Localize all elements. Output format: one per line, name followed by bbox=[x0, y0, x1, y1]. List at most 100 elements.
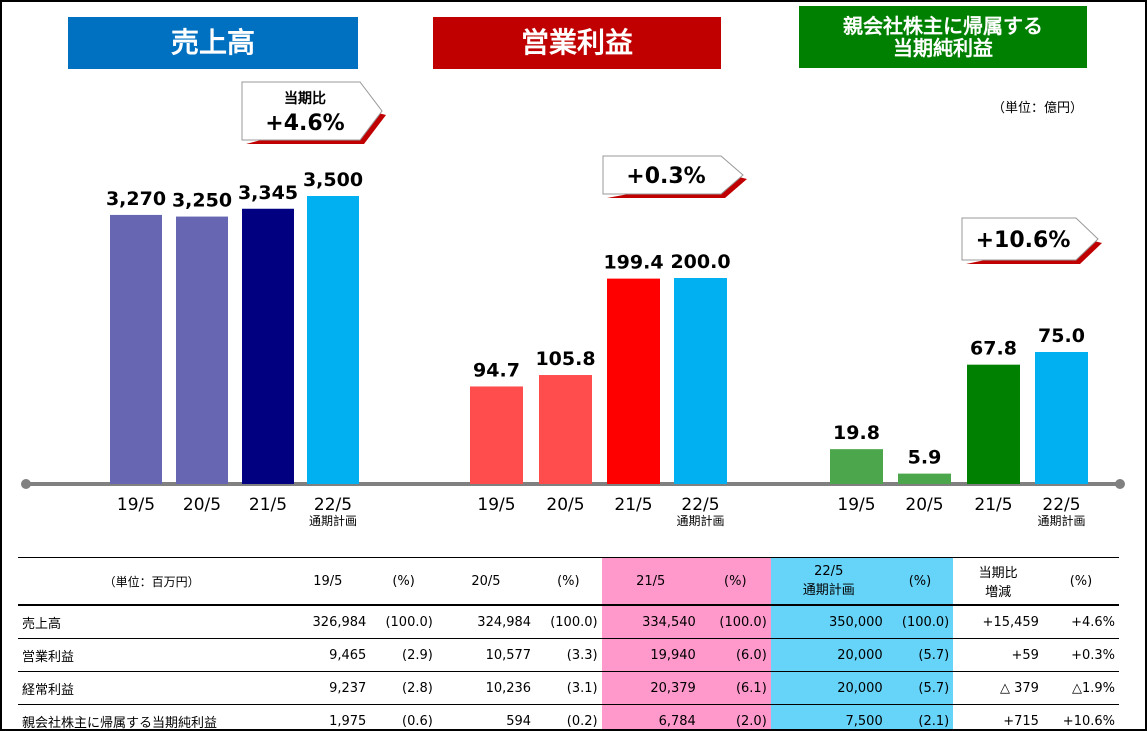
table-cell: +15,459 bbox=[953, 605, 1043, 639]
bar-0-3 bbox=[307, 196, 359, 484]
table-cell: 7,500 bbox=[770, 704, 887, 729]
table-cell: (3.1) bbox=[535, 671, 602, 705]
table-cell: (3.3) bbox=[535, 638, 602, 672]
table-cell: (100.0) bbox=[535, 605, 602, 639]
table-cell: 324,984 bbox=[436, 605, 536, 639]
row-label: 親会社株主に帰属する当期純利益 bbox=[22, 715, 218, 731]
unit-label: （単位：億円） bbox=[992, 101, 1084, 116]
table-cell: (100.0) bbox=[886, 605, 954, 639]
header-net-income-label: 親会社株主に帰属する 当期純利益 bbox=[843, 14, 1043, 60]
table-cell: (0.6) bbox=[402, 713, 433, 729]
table-cell: 9,465 bbox=[285, 638, 371, 672]
table-cell: (5.7) bbox=[886, 671, 954, 705]
bar-2-2 bbox=[967, 364, 1020, 484]
table-header-row: （単位：百万円） 19/5 (%) 20/5 (%) 21/5 (%) 22/5 通期計画 (%… bbox=[18, 557, 1119, 606]
category-label-2-2: 21/5 bbox=[974, 495, 1012, 515]
value-label-2-2: 67.8 bbox=[970, 338, 1017, 360]
table-cell: 6,784 bbox=[601, 704, 700, 729]
table-row: 営業利益 9,465 (2.9) 10,577 (3.3) 19,940 (6.0) 20,0… bbox=[18, 638, 1119, 672]
table-cell: 19,940 bbox=[601, 638, 700, 672]
table-cell: (5.7) bbox=[886, 638, 954, 672]
table-header-cell: (%) bbox=[370, 557, 437, 606]
table-header-cell: 20/5 bbox=[436, 557, 536, 606]
callout-2 bbox=[961, 217, 1099, 261]
table-header-cell: （単位：百万円） bbox=[18, 557, 286, 606]
callout-value-2: +10.6% bbox=[976, 228, 1071, 253]
value-label-2-1: 5.9 bbox=[908, 447, 942, 469]
callout-value-1: +0.3% bbox=[626, 164, 705, 189]
bar-0-0 bbox=[110, 214, 162, 484]
row-label: 経常利益 bbox=[18, 671, 286, 705]
table-header-cell: (%) bbox=[1042, 557, 1119, 606]
table-cell: (2.1) bbox=[886, 704, 954, 729]
table-cell: 20,379 bbox=[601, 671, 700, 705]
callout-value-0: +4.6% bbox=[265, 111, 344, 136]
category-label-0-0: 19/5 bbox=[117, 495, 155, 515]
table-cell: (6.0) bbox=[699, 638, 771, 672]
table-row: 売上高 326,984 (100.0) 324,984 (100.0) 334,540 (1… bbox=[18, 605, 1119, 639]
table-header-cell: 当期比 増減 bbox=[953, 557, 1043, 606]
callout-1 bbox=[602, 155, 744, 195]
axis-end-right bbox=[1115, 479, 1125, 489]
table-cell: 594 bbox=[506, 713, 532, 729]
bar-0-1 bbox=[176, 216, 228, 485]
table-cell: (2.8) bbox=[370, 671, 437, 705]
bar-1-3 bbox=[674, 278, 727, 484]
bar-2-0 bbox=[830, 449, 883, 484]
table-cell: 20,000 bbox=[770, 671, 887, 705]
table-cell: (6.1) bbox=[699, 671, 771, 705]
category-label-2-0: 19/5 bbox=[837, 495, 875, 515]
table-row: 経常利益 9,237 (2.8) 10,236 (3.1) 20,379 (6.1) 20,0… bbox=[18, 671, 1119, 705]
bar-1-2 bbox=[607, 278, 660, 484]
table-cell: +715 bbox=[1003, 713, 1039, 729]
table-cell: +4.6% bbox=[1042, 605, 1119, 639]
table-header-cell: (%) bbox=[886, 557, 954, 606]
category-note-0-3: 通期計画 bbox=[309, 513, 357, 528]
table-cell: (2.0) bbox=[699, 704, 771, 729]
axis-end-left bbox=[21, 479, 31, 489]
value-label-0-0: 3,270 bbox=[106, 188, 166, 210]
row-label: 売上高 bbox=[18, 605, 286, 639]
bar-1-1 bbox=[539, 375, 592, 484]
header-operating-profit: 営業利益 bbox=[433, 17, 721, 69]
callout-0 bbox=[241, 81, 383, 141]
category-label-1-1: 20/5 bbox=[546, 495, 584, 515]
financial-table: （単位：百万円） 19/5 (%) 20/5 (%) 21/5 (%) 22/5 通期計画 (%… bbox=[18, 557, 1119, 731]
bar-2-3 bbox=[1035, 352, 1088, 484]
category-label-2-1: 20/5 bbox=[905, 495, 943, 515]
bar-2-1 bbox=[898, 473, 951, 484]
row-label: 営業利益 bbox=[18, 638, 286, 672]
bar-0-2 bbox=[242, 208, 294, 485]
table-cell: 20,000 bbox=[770, 638, 887, 672]
table-cell: 10,236 bbox=[436, 671, 536, 705]
category-label-1-2: 21/5 bbox=[614, 495, 652, 515]
category-label-1-0: 19/5 bbox=[477, 495, 515, 515]
table-cell: 326,984 bbox=[285, 605, 371, 639]
category-label-0-3: 22/5 bbox=[314, 495, 352, 515]
header-net-income: 親会社株主に帰属する 当期純利益 bbox=[799, 6, 1087, 68]
table-cell: △1.9% bbox=[1042, 671, 1119, 705]
category-label-1-3: 22/5 bbox=[681, 495, 719, 515]
header-operating-profit-label: 営業利益 bbox=[520, 25, 633, 59]
table-cell: 9,237 bbox=[285, 671, 371, 705]
value-label-2-0: 19.8 bbox=[833, 422, 880, 444]
header-sales: 売上高 bbox=[68, 17, 358, 69]
value-label-1-0: 94.7 bbox=[473, 359, 520, 381]
value-label-1-2: 199.4 bbox=[603, 252, 663, 274]
table-header-cell: (%) bbox=[699, 557, 771, 606]
category-label-2-3: 22/5 bbox=[1042, 495, 1080, 515]
table-cell: +59 bbox=[953, 638, 1043, 672]
table-cell: 1,975 bbox=[329, 713, 367, 729]
table-cell: (100.0) bbox=[370, 605, 437, 639]
table-cell: (100.0) bbox=[699, 605, 771, 639]
value-label-0-3: 3,500 bbox=[303, 169, 363, 191]
table-row: 親会社株主に帰属する当期純利益 1,975 (0.6) 594 (0.2) 6,784 (2… bbox=[18, 704, 1119, 731]
table-header-cell: (%) bbox=[535, 557, 602, 606]
table-cell: +0.3% bbox=[1042, 638, 1119, 672]
callout-label-0: 当期比 bbox=[284, 90, 326, 107]
value-label-2-3: 75.0 bbox=[1038, 325, 1085, 347]
table-header-cell: 22/5 通期計画 bbox=[770, 557, 887, 606]
table-cell: △ 379 bbox=[953, 671, 1043, 705]
category-note-2-3: 通期計画 bbox=[1037, 513, 1085, 528]
